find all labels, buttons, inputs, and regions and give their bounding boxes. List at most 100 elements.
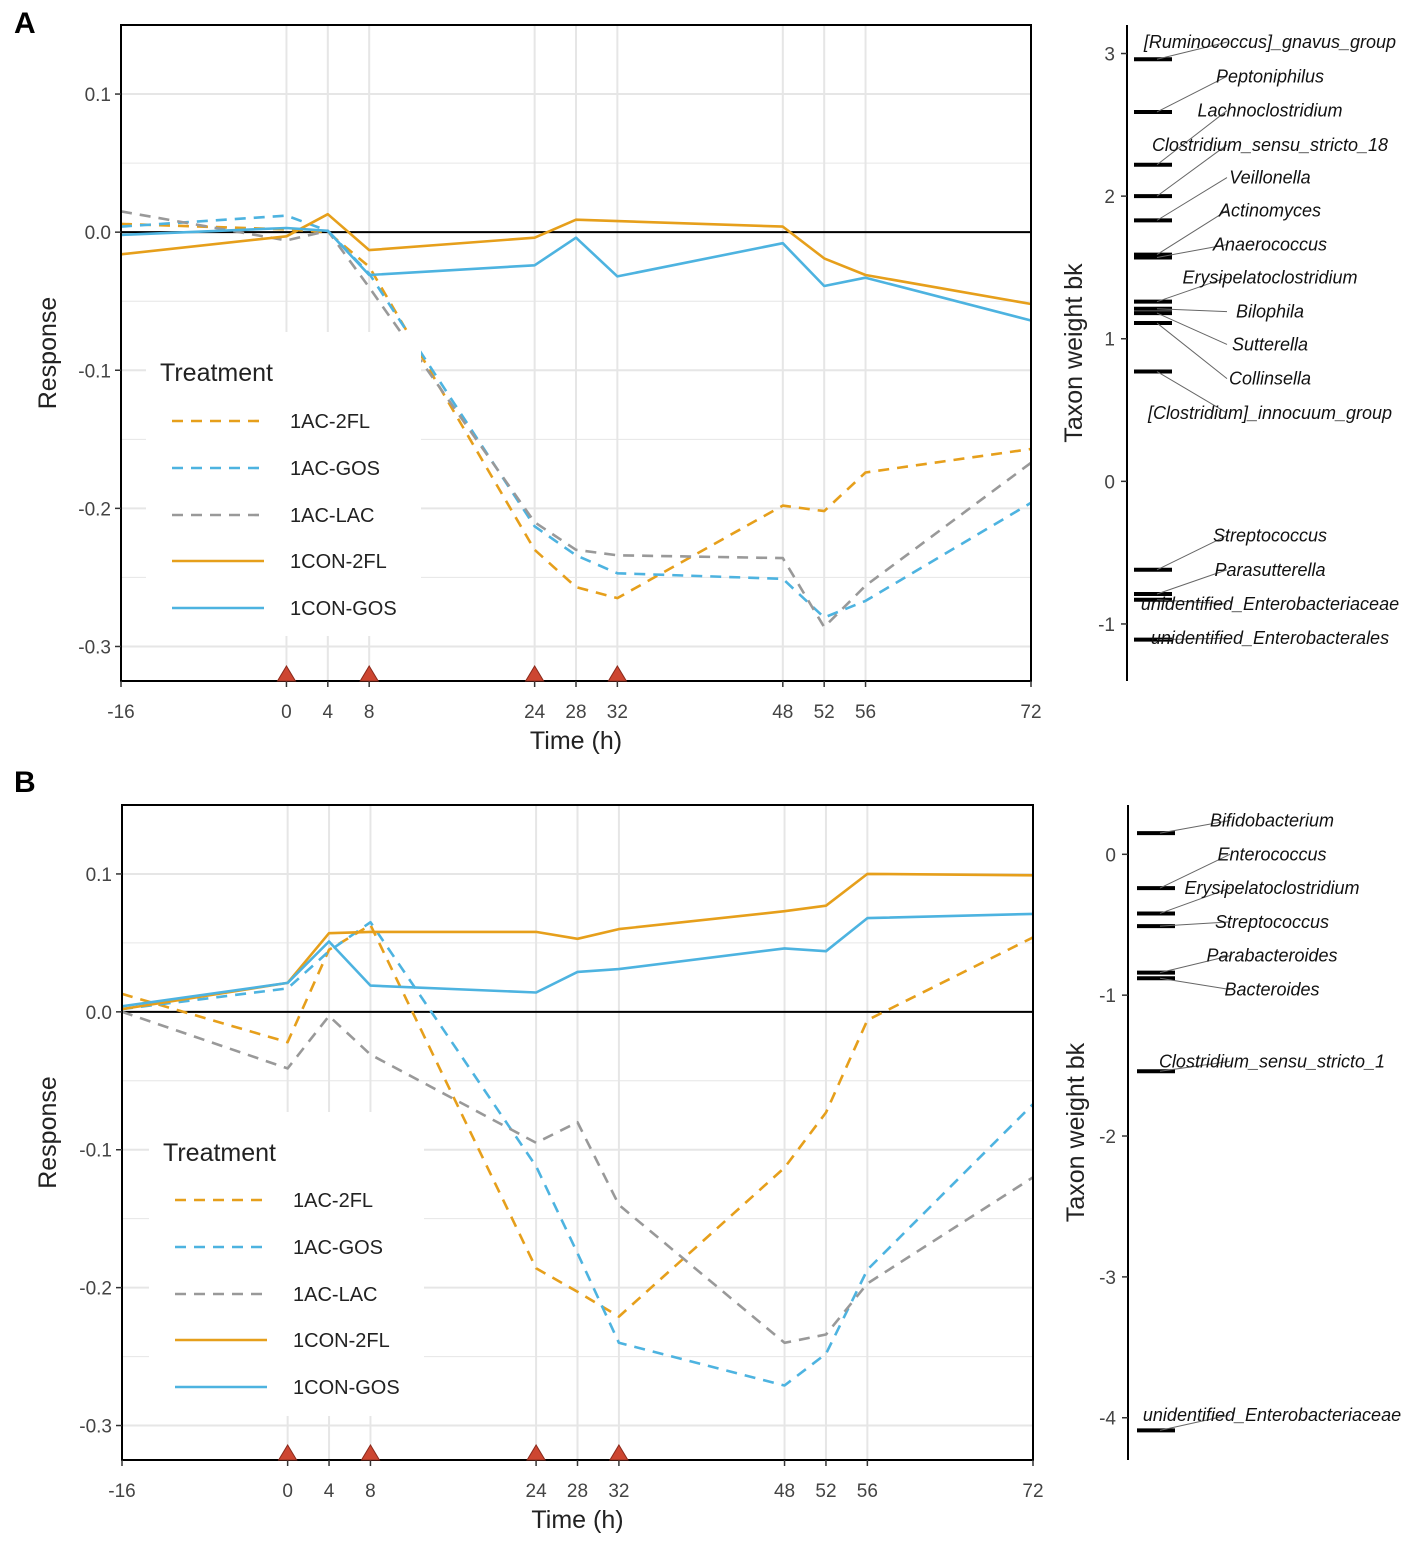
panel-label: A (14, 7, 36, 40)
series-line-1ac-lac (120, 210, 1032, 629)
taxon-connector (1156, 637, 1228, 641)
taxon-connector (1156, 599, 1228, 605)
y-tick-label: 0.1 (85, 85, 111, 106)
taxon-y-tick-label: 0 (1105, 845, 1116, 866)
x-axis-title: Time (h) (531, 1506, 623, 1534)
dose-marker (609, 1444, 629, 1461)
taxon-connector (1156, 308, 1228, 313)
x-tick-label: 72 (1020, 702, 1041, 723)
y-tick-label: 0.0 (85, 223, 111, 244)
taxon-axis-title: Taxon weight bk (1060, 263, 1088, 443)
x-tick-label: 32 (608, 1481, 629, 1502)
legend: Treatment 1AC-2FL 1AC-GOS 1AC-LAC 1CON-2FL 1C… (146, 332, 421, 636)
series-line-1con-gos (120, 226, 1032, 322)
legend-background (149, 1112, 424, 1416)
line-chart-b: B Treatment 1AC-2FL 1AC-GOS 1AC-LAC 1CON-2FL 1… (14, 766, 1044, 1534)
x-tick-label: 56 (857, 1481, 878, 1502)
legend-label: 1AC-LAC (290, 505, 374, 527)
x-tick-label: 4 (324, 1481, 335, 1502)
series-line-1ac-gos (121, 920, 1034, 1387)
taxon-connector (1156, 110, 1228, 166)
legend-background (146, 332, 421, 636)
x-tick-label: 52 (814, 702, 835, 723)
taxon-connector (1156, 75, 1228, 113)
x-tick-label: 48 (774, 1481, 795, 1502)
taxon-connector (1156, 144, 1228, 197)
x-tick-label: 32 (607, 702, 628, 723)
taxon-connector (1156, 569, 1228, 595)
x-tick-label: 52 (815, 1481, 836, 1502)
taxon-connector (1159, 921, 1231, 927)
y-tick-label: 0.0 (86, 1003, 112, 1024)
taxon-connector (1156, 41, 1228, 60)
taxon-connector (1159, 955, 1231, 974)
legend: Treatment 1AC-2FL 1AC-GOS 1AC-LAC 1CON-2FL 1C… (149, 1112, 424, 1416)
panel-label: B (14, 766, 36, 799)
taxon-y-tick-label: 3 (1104, 45, 1115, 66)
y-tick-label: -0.1 (78, 361, 111, 382)
taxon-y-tick-label: -4 (1099, 1409, 1116, 1430)
taxon-connector (1156, 312, 1228, 345)
dose-marker (276, 665, 297, 682)
taxon-label: Parasutterella (1214, 560, 1325, 580)
line-chart-a: A Treatment 1AC-2FL 1AC-GOS 1AC-LAC 1CON-2FL 1… (14, 7, 1042, 755)
x-tick-label: 56 (855, 702, 876, 723)
x-tick-label: -16 (107, 702, 134, 723)
y-tick-label: -0.3 (78, 637, 111, 658)
y-tick-label: -0.3 (79, 1417, 112, 1438)
y-tick-label: -0.2 (79, 1279, 112, 1300)
legend-title: Treatment (163, 1139, 276, 1167)
dose-marker (526, 1444, 546, 1461)
taxon-label: unidentified_Enterobacterales (1151, 628, 1389, 648)
taxon-connector (1156, 276, 1228, 303)
series-line-1con-2fl (121, 872, 1034, 1011)
taxon-label: Peptoniphilus (1216, 66, 1324, 86)
taxon-connector (1159, 820, 1231, 834)
taxon-y-tick-label: -3 (1099, 1268, 1116, 1289)
taxon-label: Lachnoclostridium (1197, 101, 1342, 121)
dose-marker (277, 1444, 298, 1461)
legend-label: 1AC-GOS (290, 458, 380, 480)
taxon-label: Parabacteroides (1206, 946, 1337, 966)
dose-marker (359, 665, 380, 682)
taxon-label: [Clostridium]_innocuum_group (1147, 403, 1392, 423)
y-tick-label: 0.1 (86, 865, 112, 886)
taxon-label: Clostridium_sensu_stricto_18 (1152, 135, 1388, 155)
taxon-label: Actinomyces (1218, 200, 1321, 220)
x-tick-label: 28 (565, 702, 586, 723)
taxon-connector (1156, 371, 1228, 414)
y-tick-label: -0.1 (79, 1141, 112, 1162)
dose-marker (524, 665, 545, 682)
legend-label: 1CON-2FL (293, 1330, 390, 1352)
taxon-axis-title: Taxon weight bk (1062, 1042, 1090, 1222)
taxon-label: Collinsella (1229, 369, 1311, 389)
taxon-connector (1156, 177, 1228, 221)
dose-marker (607, 665, 628, 682)
taxon-y-tick-label: 2 (1104, 187, 1115, 208)
taxon-label: Enterococcus (1217, 844, 1326, 864)
series-line-1ac-2fl (121, 923, 1034, 1318)
x-tick-label: 48 (772, 702, 793, 723)
taxon-connector (1156, 209, 1228, 256)
taxon-label: Clostridium_sensu_stricto_1 (1159, 1051, 1385, 1071)
taxon-label: Erysipelatoclostridium (1182, 267, 1357, 287)
taxon-connector (1159, 887, 1231, 914)
series-line-1ac-gos (120, 214, 1032, 619)
y-tick-label: -0.2 (78, 499, 111, 520)
taxon-label: unidentified_Enterobacteriaceae (1143, 1405, 1401, 1425)
taxon-label: Bacteroides (1224, 980, 1319, 1000)
taxon-weight-panel-a: 3 2 1 0 -1 Taxon weight bk [Ruminococcus]_gnav… (1060, 25, 1399, 681)
legend-title: Treatment (160, 359, 273, 387)
taxon-label: Anaerococcus (1212, 235, 1327, 255)
series-line-1con-gos (121, 912, 1034, 1008)
taxon-label: Streptococcus (1215, 912, 1329, 932)
taxon-label: Bifidobacterium (1210, 810, 1334, 830)
series-line-1ac-lac (121, 1010, 1034, 1345)
x-tick-label: 4 (323, 702, 334, 723)
x-tick-label: -16 (108, 1481, 135, 1502)
x-tick-label: 24 (526, 1481, 548, 1502)
taxon-connector (1156, 535, 1228, 571)
taxon-label: unidentified_Enterobacteriaceae (1141, 594, 1399, 614)
